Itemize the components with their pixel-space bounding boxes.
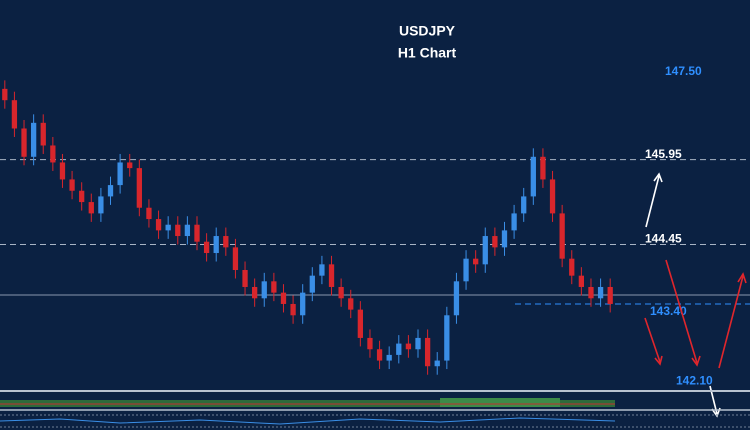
candle-body <box>40 122 46 146</box>
chart-subtitle: H1 Chart <box>398 45 457 61</box>
candle-body <box>559 213 565 259</box>
candle-body <box>88 202 94 214</box>
candle-body <box>300 292 306 316</box>
chart-title: USDJPY <box>399 23 456 39</box>
candle-body <box>30 122 37 157</box>
candle-body <box>473 258 479 265</box>
candle-body <box>569 258 575 276</box>
candle-body <box>376 349 383 361</box>
candle-body <box>540 156 546 180</box>
candle-body <box>69 179 75 191</box>
candle-body <box>59 162 66 180</box>
candle-body <box>597 286 604 299</box>
candle-body <box>453 281 460 316</box>
candle-body <box>21 128 27 157</box>
candle-body <box>107 185 114 197</box>
candles <box>2 80 613 375</box>
candle-body <box>165 224 171 231</box>
candle-body <box>434 360 440 367</box>
candle-body <box>261 281 267 299</box>
candle-body <box>492 236 498 248</box>
candle-body <box>252 286 258 299</box>
candle-body <box>146 207 152 220</box>
candle-body <box>136 168 142 208</box>
candle-body <box>463 258 469 282</box>
level-label: 143.40 <box>650 304 687 318</box>
candle-body <box>290 303 296 316</box>
candle-body <box>213 236 219 254</box>
arrows <box>644 172 747 418</box>
candle-body <box>2 88 8 101</box>
level-label: 144.45 <box>645 232 682 246</box>
candle-body <box>549 179 556 214</box>
candle-body <box>98 196 104 214</box>
candle-body <box>328 264 335 287</box>
candle-body <box>521 196 527 214</box>
candle-body <box>357 309 363 338</box>
candle-body <box>415 337 421 350</box>
candle-body <box>348 298 354 310</box>
candle-body <box>367 337 373 350</box>
candle-body <box>386 354 392 361</box>
candle-body <box>511 213 517 231</box>
candle-body <box>11 100 18 129</box>
candle-body <box>338 286 344 299</box>
candle-body <box>127 162 133 169</box>
candle-body <box>184 224 191 237</box>
candle-body <box>155 219 162 231</box>
candle-body <box>194 224 200 242</box>
candle-body <box>203 241 210 254</box>
candle-body <box>242 270 248 287</box>
level-label: 145.95 <box>645 147 682 161</box>
candle-body <box>501 230 508 248</box>
candle-body <box>280 292 287 304</box>
candle-body <box>530 156 536 197</box>
candle-body <box>175 224 181 237</box>
candle-body <box>607 286 613 304</box>
level-label: 147.50 <box>665 64 702 78</box>
candle-body <box>309 275 315 293</box>
candle-body <box>578 275 585 287</box>
candle-body <box>232 247 239 270</box>
candle-body <box>588 286 594 299</box>
candle-body <box>405 343 412 350</box>
candle-body <box>396 343 402 355</box>
candle-body <box>79 190 85 203</box>
candle-body <box>424 337 431 367</box>
candle-body <box>223 236 229 248</box>
candle-body <box>444 315 450 361</box>
levels: 147.50 145.95 144.45 143.40 142.10 <box>0 64 750 388</box>
candle-body <box>319 264 325 276</box>
indicator-panes <box>0 390 750 428</box>
level-label: 142.10 <box>676 374 713 388</box>
candle-body <box>50 145 56 163</box>
candle-body <box>482 236 488 265</box>
candle-body <box>271 281 277 293</box>
candle-body <box>117 162 123 186</box>
